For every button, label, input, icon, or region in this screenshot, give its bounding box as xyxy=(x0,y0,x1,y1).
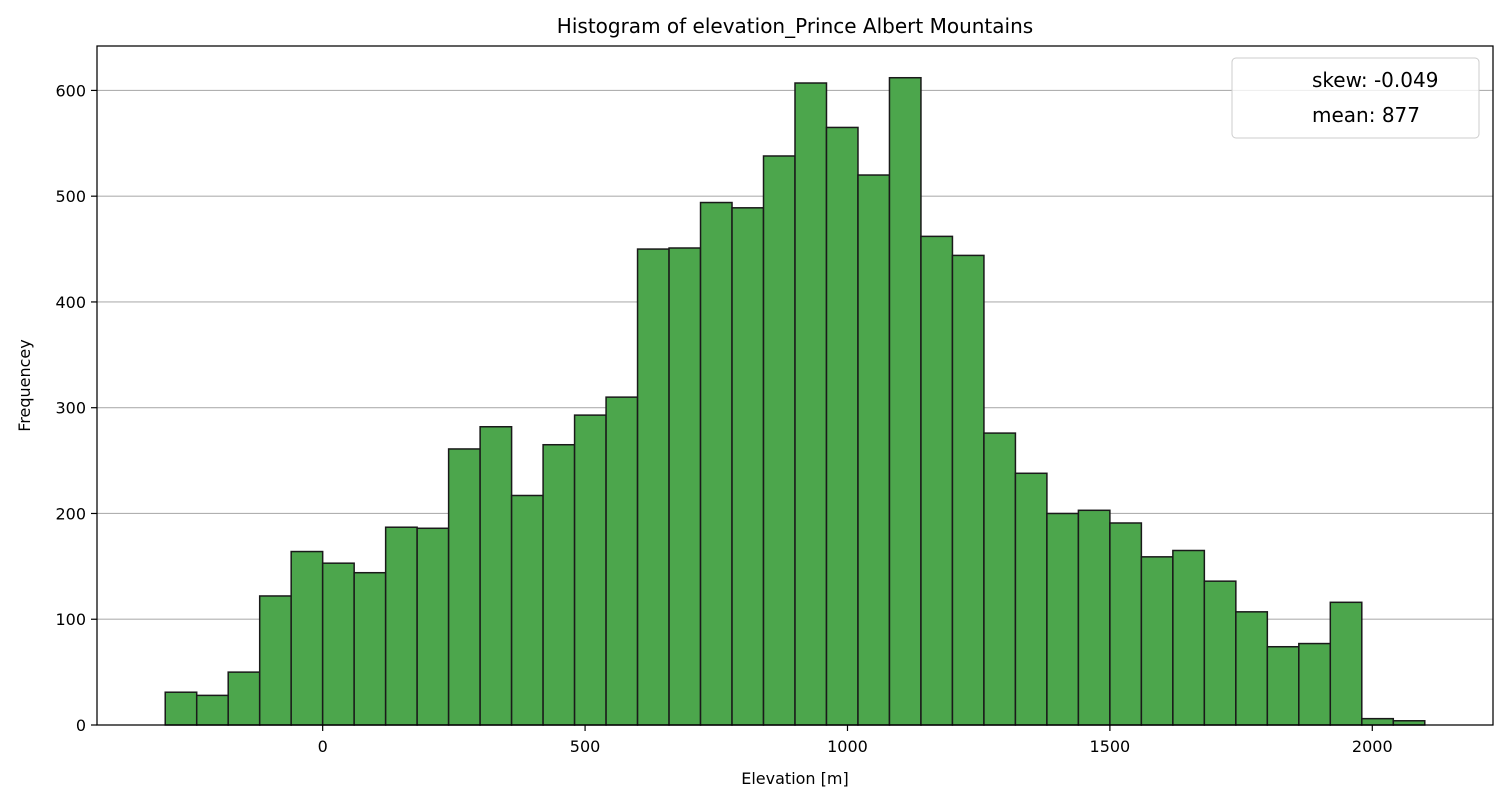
x-tick-label: 1500 xyxy=(1090,737,1131,756)
chart-title: Histogram of elevation_Prince Albert Mou… xyxy=(557,14,1033,38)
histogram-bar xyxy=(542,443,576,726)
y-tick-label: 600 xyxy=(55,81,86,100)
histogram-bar xyxy=(1077,509,1111,726)
histogram-bar xyxy=(164,691,198,726)
y-tick-label: 0 xyxy=(76,716,86,735)
histogram-bar xyxy=(416,527,450,726)
y-tick-label: 300 xyxy=(55,399,86,418)
y-axis-ticks: 0 100 200 300 400 500 600 xyxy=(55,81,97,735)
x-axis-label: Elevation [m] xyxy=(741,769,848,788)
histogram-bar xyxy=(1109,522,1143,726)
histogram-bar xyxy=(1140,556,1174,726)
histogram-bar xyxy=(195,694,229,726)
y-tick-label: 200 xyxy=(55,504,86,523)
legend: skew: -0.049 mean: 877 xyxy=(1231,57,1480,139)
histogram-bar xyxy=(983,432,1017,726)
histogram-bar xyxy=(227,671,261,726)
legend-box xyxy=(1231,57,1480,139)
histogram-bar xyxy=(920,235,954,726)
y-tick-label: 500 xyxy=(55,187,86,206)
histogram-bar xyxy=(1014,472,1048,726)
histogram-bar xyxy=(321,562,355,726)
histogram-bar xyxy=(605,396,639,726)
legend-entry-skew: skew: -0.049 xyxy=(1312,68,1438,92)
x-tick-label: 1000 xyxy=(827,737,868,756)
histogram-bar xyxy=(258,595,292,726)
histogram-bar xyxy=(888,76,922,726)
histogram-bar xyxy=(1172,549,1206,726)
histogram-bar xyxy=(699,201,733,726)
histogram-bar xyxy=(1361,717,1395,726)
y-axis-label: Frequencey xyxy=(15,339,34,432)
histogram-bar xyxy=(794,82,828,726)
y-tick-label: 400 xyxy=(55,293,86,312)
histogram-bar xyxy=(1329,601,1363,726)
histogram-bar xyxy=(762,155,796,726)
plot-frame xyxy=(96,45,1494,726)
histogram-bar xyxy=(857,174,891,726)
histogram-bar xyxy=(1298,642,1332,726)
x-axis-ticks: 0 500 1000 1500 2000 xyxy=(318,725,1393,756)
x-tick-label: 2000 xyxy=(1352,737,1393,756)
histogram-bar xyxy=(384,526,418,726)
histogram-bar xyxy=(668,247,702,726)
histogram-bar xyxy=(731,207,765,726)
x-tick-label: 0 xyxy=(318,737,328,756)
histogram-bar xyxy=(510,494,544,726)
histogram-bar xyxy=(1203,580,1237,726)
histogram-bars xyxy=(164,76,1426,726)
histogram-bar xyxy=(1235,611,1269,726)
histogram-bar xyxy=(636,248,670,726)
x-tick-label: 500 xyxy=(570,737,601,756)
histogram-bar xyxy=(353,571,387,726)
histogram-bar xyxy=(1046,512,1080,726)
legend-entry-mean: mean: 877 xyxy=(1312,103,1420,127)
y-tick-label: 100 xyxy=(55,610,86,629)
histogram-bar xyxy=(479,425,513,726)
histogram-bar xyxy=(951,254,985,726)
histogram-bar xyxy=(825,126,859,726)
histogram-bar xyxy=(1266,645,1300,726)
histogram-bar xyxy=(1392,720,1426,726)
histogram-bar xyxy=(573,414,607,726)
histogram-bar xyxy=(290,550,324,726)
histogram-bar xyxy=(447,448,481,726)
